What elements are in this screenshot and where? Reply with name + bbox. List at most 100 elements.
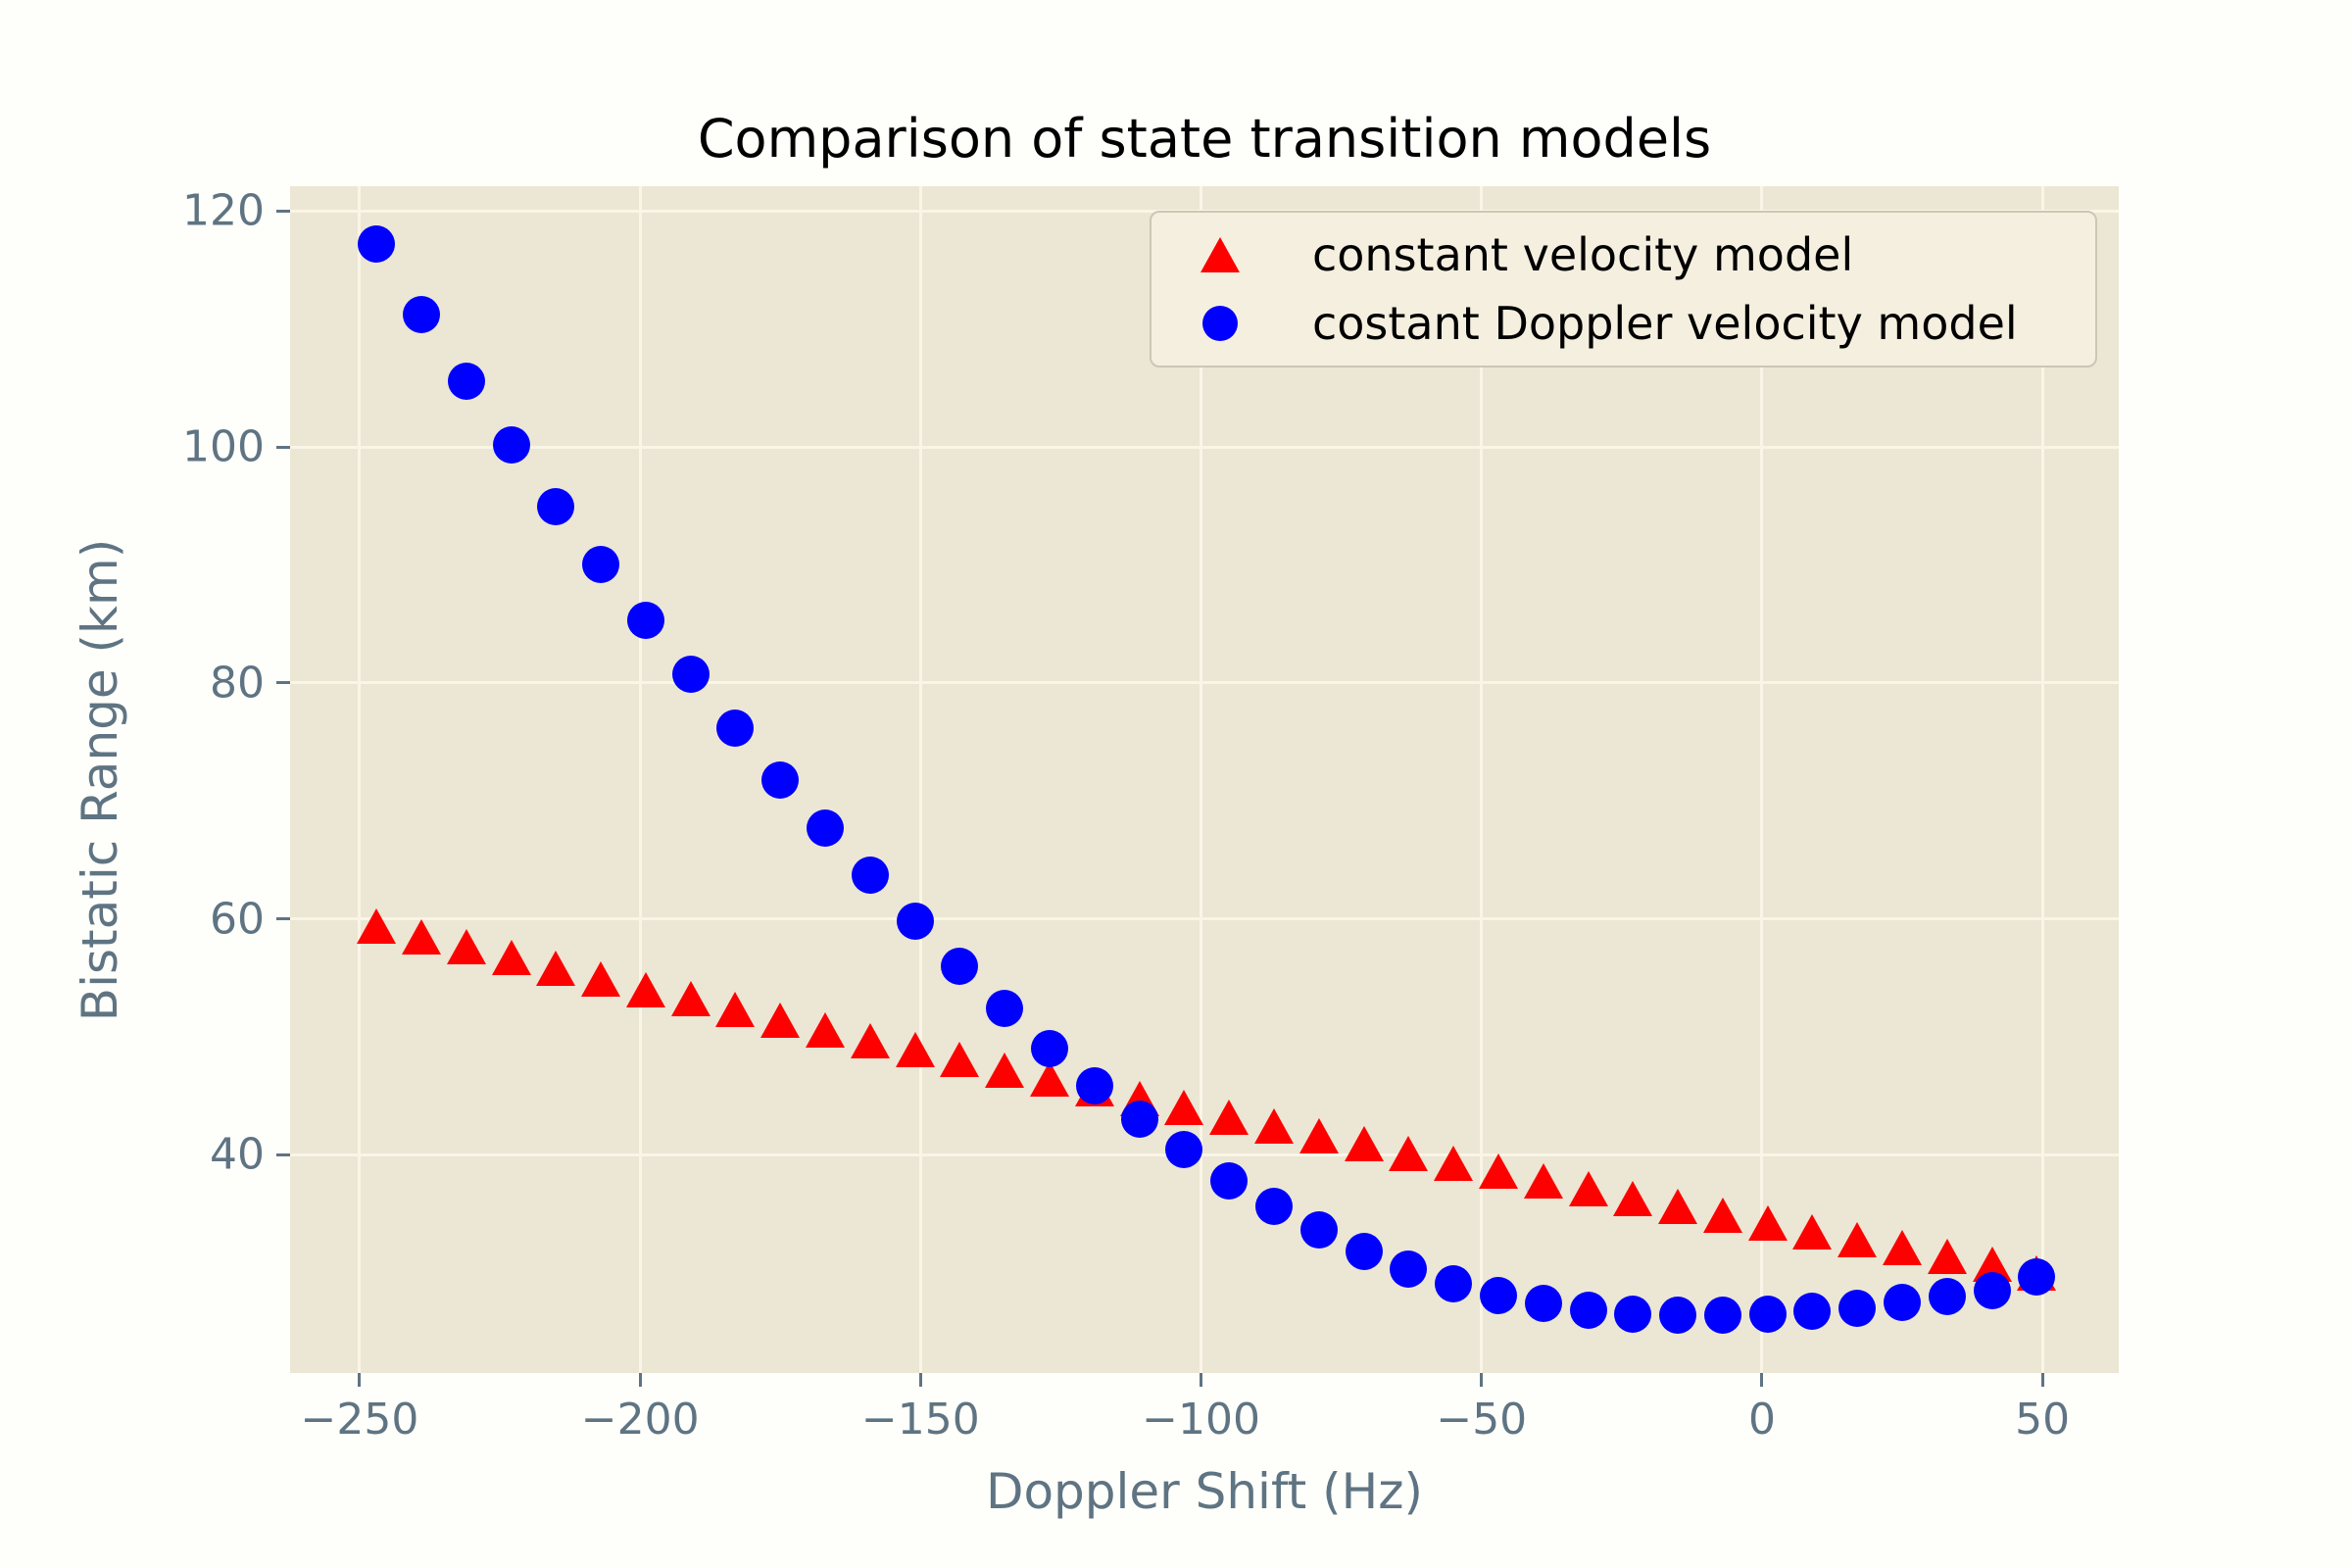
data-point-circle [492,425,530,464]
x-tick-label: −50 [1436,1395,1528,1445]
data-point-triangle [1253,1108,1294,1145]
data-point-circle [1614,1295,1652,1333]
data-point-circle [1793,1293,1832,1331]
chart-title: Comparison of state transition models [697,108,1712,170]
data-point-triangle [357,907,397,944]
gridline-horizontal [290,917,2119,921]
data-point-circle [1703,1297,1741,1334]
y-axis-label: Bistatic Range (km) [72,538,128,1021]
data-point-circle [986,990,1024,1028]
data-point-circle [1435,1264,1473,1302]
x-tick-mark [1200,1373,1203,1387]
data-point-circle [1254,1188,1293,1226]
y-tick-mark [276,1152,290,1156]
legend-swatch-cell [1152,237,1289,272]
data-point-triangle [715,992,756,1028]
data-point-circle [716,709,755,747]
data-point-triangle [581,960,621,997]
data-point-triangle [940,1041,980,1077]
data-point-triangle [1209,1099,1250,1135]
data-point-triangle [806,1011,846,1048]
x-tick-mark [918,1373,922,1387]
triangle-icon [1200,237,1240,272]
y-tick-label: 60 [210,894,265,945]
data-point-triangle [895,1032,935,1068]
legend-label: constant velocity model [1312,228,1854,281]
y-tick-mark [276,209,290,213]
data-point-circle [1928,1277,1966,1315]
data-point-triangle [536,951,576,987]
gridline-vertical [2040,186,2044,1373]
data-point-circle [941,947,979,985]
data-point-circle [1165,1131,1203,1169]
data-point-circle [1031,1029,1069,1067]
data-point-triangle [1164,1090,1204,1126]
y-tick-mark [276,681,290,685]
gridline-vertical [358,186,362,1373]
x-tick-mark [1760,1373,1764,1387]
x-axis-label: Doppler Shift (Hz) [985,1463,1424,1520]
data-point-circle [626,601,664,639]
x-tick-label: 50 [2015,1395,2071,1445]
data-point-triangle [1298,1118,1339,1154]
data-point-circle [1075,1067,1113,1105]
data-point-triangle [850,1022,890,1058]
legend-label: costant Doppler velocity model [1312,297,2018,350]
circle-icon [1202,306,1238,341]
data-point-circle [851,857,889,894]
data-point-circle [1569,1292,1607,1330]
data-point-triangle [1702,1197,1742,1233]
data-point-triangle [670,981,710,1017]
y-tick-mark [276,917,290,921]
data-point-triangle [1658,1189,1698,1225]
x-tick-label: −150 [860,1395,980,1445]
data-point-circle [582,546,620,584]
legend-row-costant-doppler: costant Doppler velocity model [1152,297,2095,350]
data-point-triangle [760,1003,801,1039]
data-point-circle [896,902,934,940]
x-tick-mark [638,1373,642,1387]
data-point-triangle [985,1052,1025,1088]
x-tick-mark [2040,1373,2044,1387]
x-tick-mark [1480,1373,1484,1387]
y-tick-label: 40 [210,1129,265,1180]
data-point-triangle [1568,1171,1608,1207]
gridline-vertical [1480,186,1484,1373]
x-tick-label: 0 [1747,1395,1776,1445]
y-tick-mark [276,445,290,449]
x-tick-mark [358,1373,362,1387]
y-tick-label: 120 [182,185,265,236]
gridline-vertical [1760,186,1764,1373]
data-point-circle [1659,1297,1697,1334]
y-tick-label: 100 [182,421,265,472]
data-point-triangle [491,940,531,976]
data-point-triangle [1613,1180,1653,1216]
gridline-horizontal [290,445,2119,449]
data-point-circle [671,656,710,694]
gridline-vertical [1200,186,1203,1373]
y-tick-label: 80 [210,658,265,709]
data-point-circle [1479,1276,1517,1314]
gridline-horizontal [290,681,2119,685]
x-tick-label: −200 [580,1395,700,1445]
data-point-circle [1524,1284,1562,1322]
data-point-circle [1120,1101,1158,1139]
data-point-triangle [1747,1205,1788,1242]
data-point-circle [1838,1289,1877,1327]
data-point-triangle [1389,1136,1429,1172]
x-tick-label: −250 [300,1395,419,1445]
data-point-triangle [1883,1230,1923,1266]
data-point-triangle [446,929,486,965]
data-point-triangle [1838,1221,1878,1257]
data-point-circle [1748,1295,1787,1333]
data-point-circle [537,488,575,526]
data-point-triangle [1030,1061,1070,1098]
data-point-triangle [1523,1162,1563,1199]
x-tick-label: −100 [1142,1395,1260,1445]
data-point-triangle [1792,1213,1833,1250]
gridline-vertical [918,186,922,1373]
data-point-circle [761,760,800,799]
data-point-triangle [1344,1126,1384,1162]
data-point-circle [358,224,396,263]
